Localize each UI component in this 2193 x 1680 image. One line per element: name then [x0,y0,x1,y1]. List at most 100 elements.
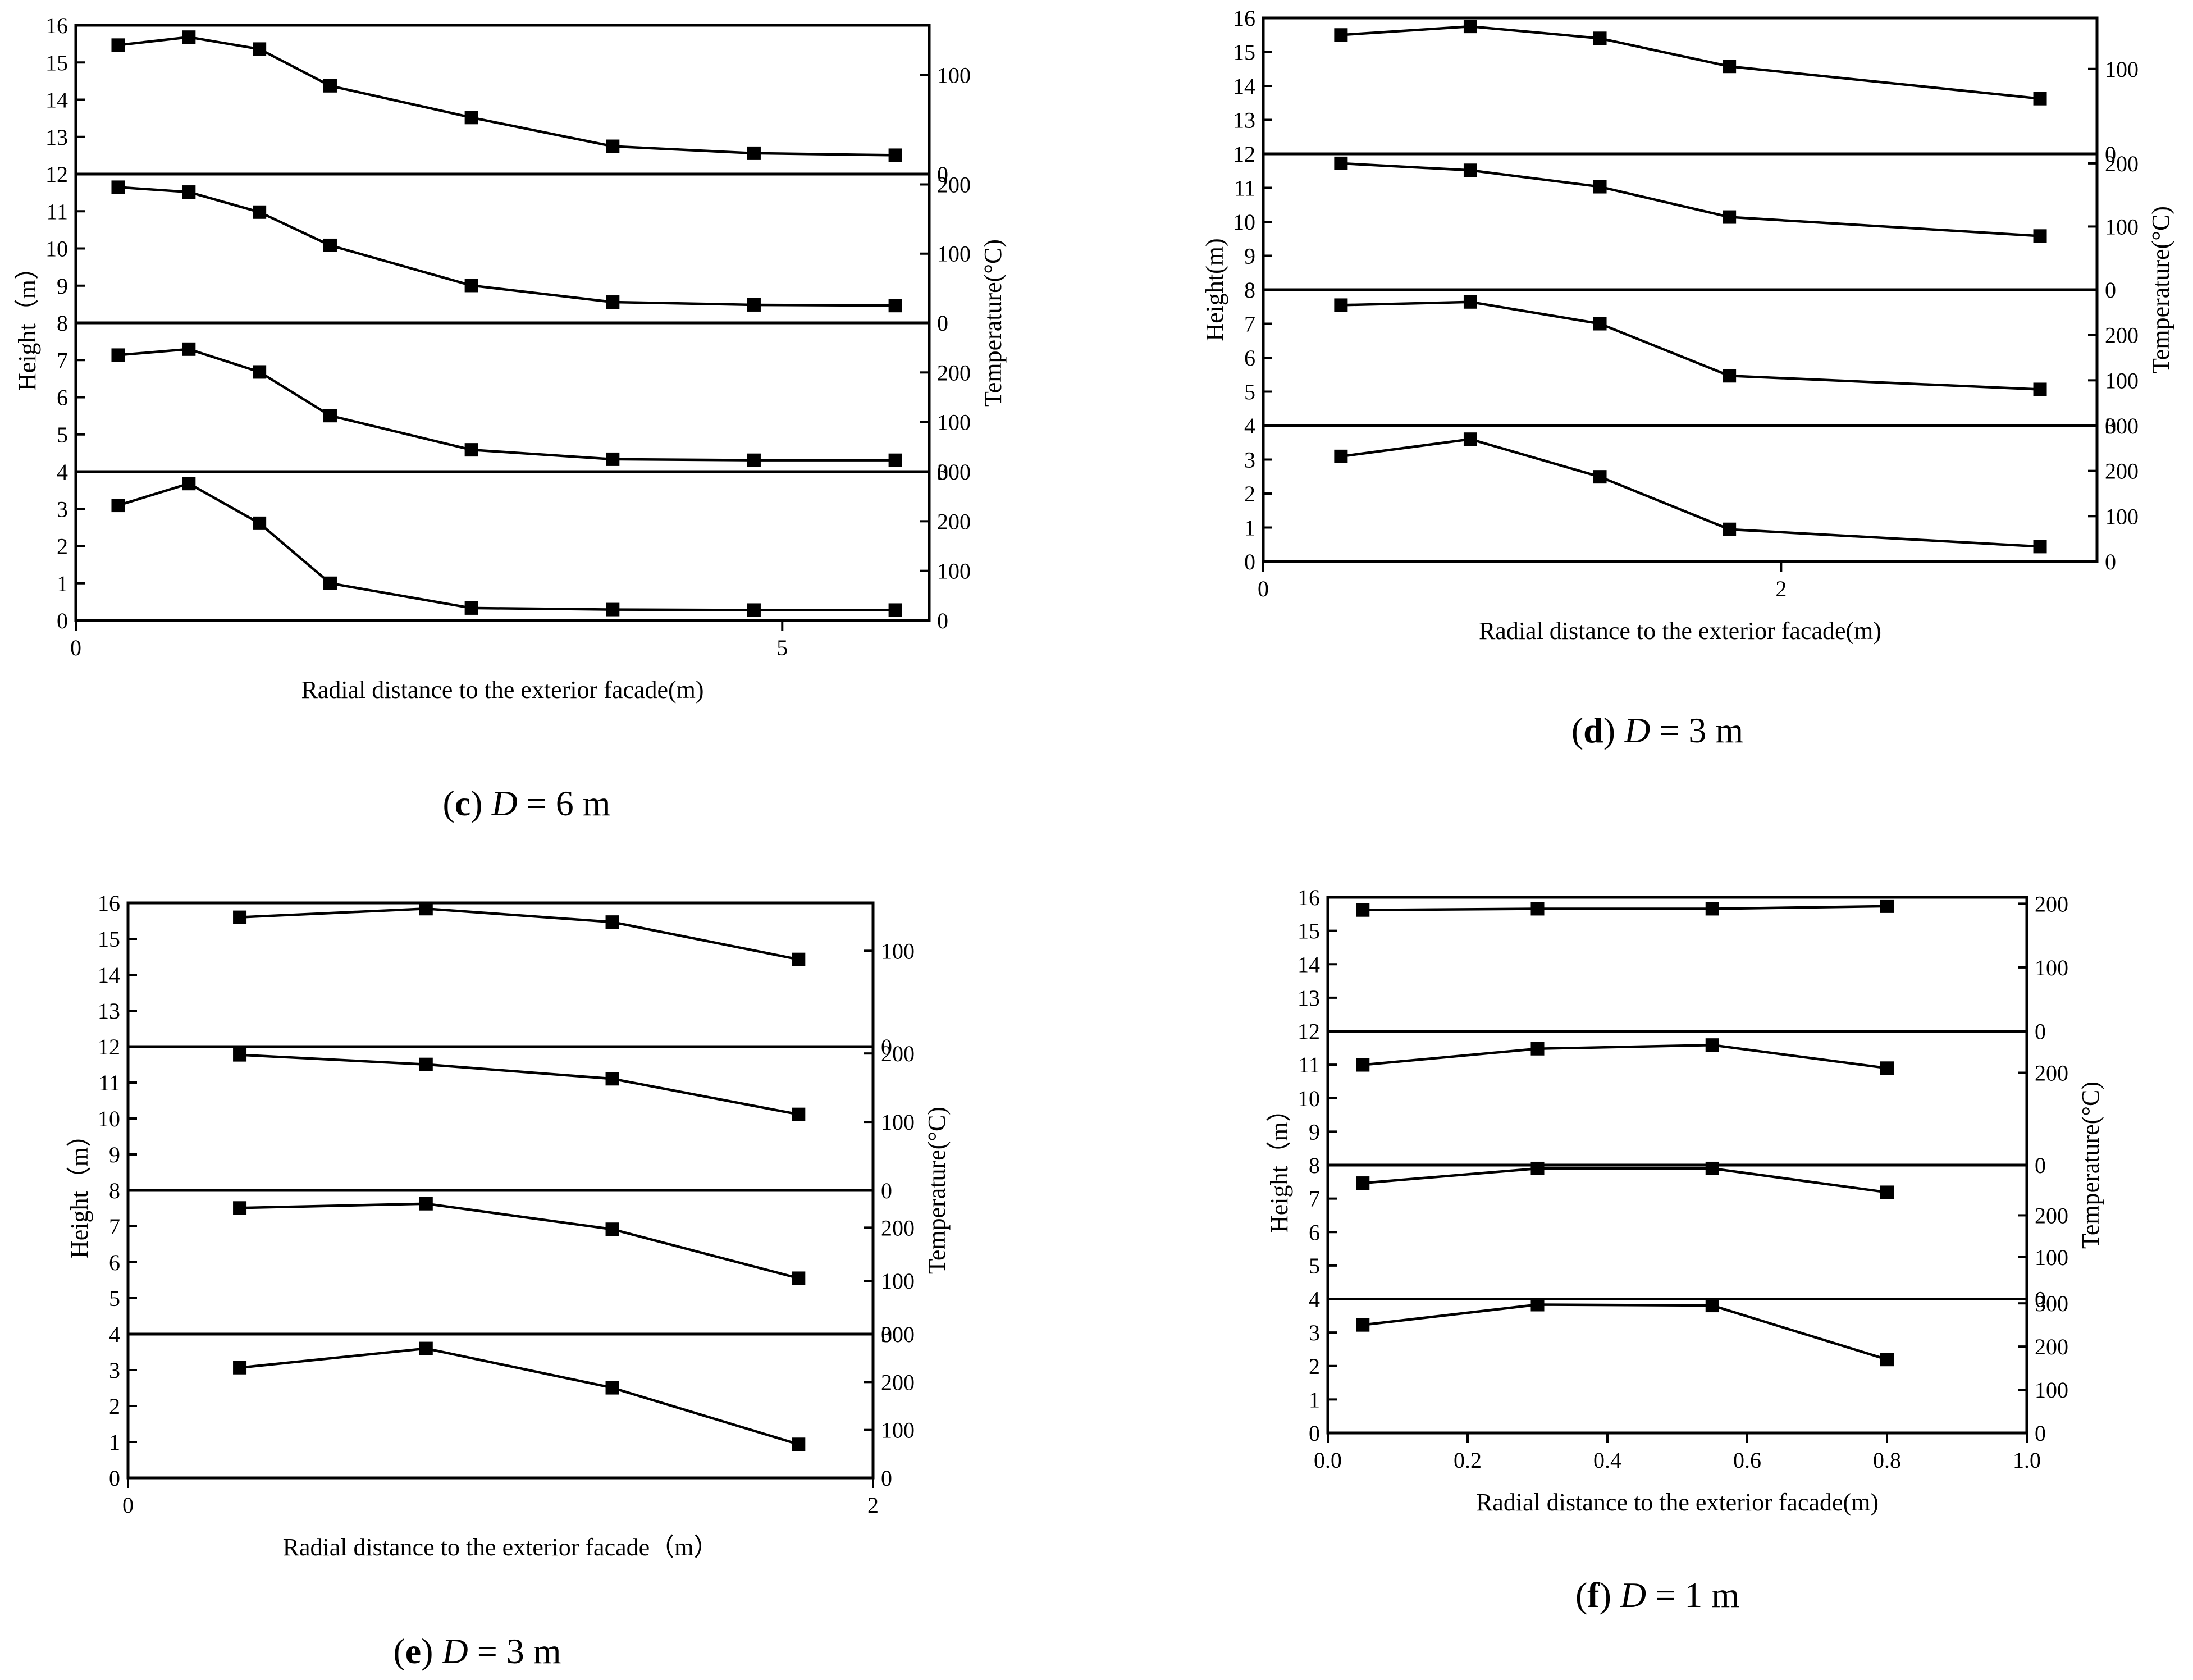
data-point-marker [419,1197,433,1211]
caption-close-paren: ) [1603,710,1624,750]
data-point-marker [1356,903,1370,917]
right-y-tick-label: 300 [937,459,971,485]
y-tick-label: 16 [98,891,120,916]
right-y-tick-label: 0 [937,311,948,336]
data-point-marker [1334,449,1348,463]
right-y-tick-label: 100 [881,1110,915,1135]
right-y-tick-label: 200 [2035,891,2068,916]
caption-letter: f [1587,1575,1600,1615]
right-y-tick-label: 100 [881,1268,915,1294]
right-y-tick-label: 100 [2105,57,2139,82]
right-y-tick-label: 0 [2035,1287,2046,1312]
series-1: 0 100 200 [1334,151,2139,303]
series-line [117,482,896,611]
y-tick-label: 15 [98,926,120,952]
y-tick-label: 15 [45,50,68,75]
right-y-tick-label: 100 [2105,214,2139,239]
right-y-tick-label: 100 [2105,504,2139,529]
data-point-marker [606,452,620,466]
series-0: 0 100 200 [1356,891,2068,1044]
x-axis-title: Radial distance to the exterior facade（m… [283,1533,719,1561]
y-tick-label: 3 [109,1358,120,1383]
right-y-tick-label: 0 [881,1034,892,1060]
data-point-marker [1705,1299,1719,1313]
y-tick-label: 14 [98,962,120,988]
y-tick-label: 7 [57,348,68,373]
x-tick-label: 2 [1775,576,1787,601]
caption-open-paren: ( [442,783,454,823]
series-line [1341,437,2040,548]
data-point-marker [1356,1058,1370,1072]
caption-close-paren: ) [1600,1575,1620,1615]
y-tick-label: 3 [57,496,68,522]
data-point-marker [1593,180,1607,194]
data-point-marker [253,516,267,530]
y-tick-label: 5 [109,1286,120,1311]
series-line [1341,300,2040,391]
right-y-tick-label: 200 [2035,1334,2068,1359]
right-y-tick-label: 300 [2035,1291,2068,1316]
data-point-marker [253,365,267,379]
data-point-marker [792,1107,806,1121]
y-tick-label: 10 [1233,209,1255,235]
caption-variable: D [1620,1575,1646,1615]
caption-variable: D [491,783,517,823]
data-point-marker [1880,1353,1894,1367]
data-point-marker [1723,60,1737,74]
data-point-marker [111,348,125,362]
data-point-marker [233,910,247,924]
data-point-marker [792,952,806,966]
series-1: 0 100 200 [111,172,971,336]
data-point-marker [464,279,478,293]
right-y-tick-label: 200 [881,1041,915,1066]
data-point-marker [747,146,761,160]
y-tick-label: 1 [57,571,68,596]
y-tick-label: 0 [1244,549,1255,574]
y-tick-label: 13 [98,998,120,1024]
series-3: 0 100 200 300 [111,459,971,633]
series-2: 0 100 200 [233,1197,915,1347]
data-point-marker [1356,1318,1370,1332]
right-y-tick-label: 0 [937,162,948,187]
data-point-marker [606,295,620,309]
series-line [118,186,896,307]
data-point-marker [182,185,196,199]
y-right-axis-title: Temperature(°C) [2147,206,2174,373]
y-tick-label: 15 [1297,919,1320,944]
data-point-marker [1705,1038,1719,1052]
data-point-marker [323,79,337,93]
y-tick-label: 1 [1244,515,1255,541]
right-y-tick-label: 0 [881,1322,892,1347]
caption: (e) D = 3 m [393,1631,561,1671]
right-y-tick-label: 100 [2105,368,2139,393]
series-1: 0 200 [1356,1038,2068,1178]
caption-letter: d [1583,710,1603,750]
y-tick-label: 12 [1297,1019,1320,1044]
right-y-tick-label: 200 [2105,459,2139,484]
caption-variable: D [1624,710,1650,750]
series-1: 0 100 200 [233,1041,915,1203]
y-tick-label: 11 [1298,1052,1320,1078]
series-2: 0 100 200 [111,342,971,485]
right-y-tick-label: 100 [2035,1377,2068,1403]
series-line [239,907,799,961]
right-y-tick-label: 200 [2035,1203,2068,1228]
data-point-marker [1530,902,1545,916]
x-tick-label: 1.0 [2013,1448,2041,1473]
data-point-marker [888,603,902,617]
data-point-marker [888,148,902,162]
x-tick-label: 0.8 [1873,1448,1901,1473]
right-y-tick-label: 200 [2105,151,2139,176]
right-y-tick-label: 200 [937,509,971,534]
y-tick-label: 5 [57,422,68,448]
y-tick-label: 10 [98,1106,120,1131]
data-point-marker [605,1222,619,1236]
y-tick-label: 1 [1309,1387,1320,1412]
data-point-marker [1723,522,1737,536]
right-y-tick-label: 300 [881,1322,915,1347]
right-y-tick-label: 0 [2035,1019,2046,1044]
caption-value: = 3 m [468,1631,561,1671]
x-tick-label: 0.0 [1314,1448,1342,1473]
